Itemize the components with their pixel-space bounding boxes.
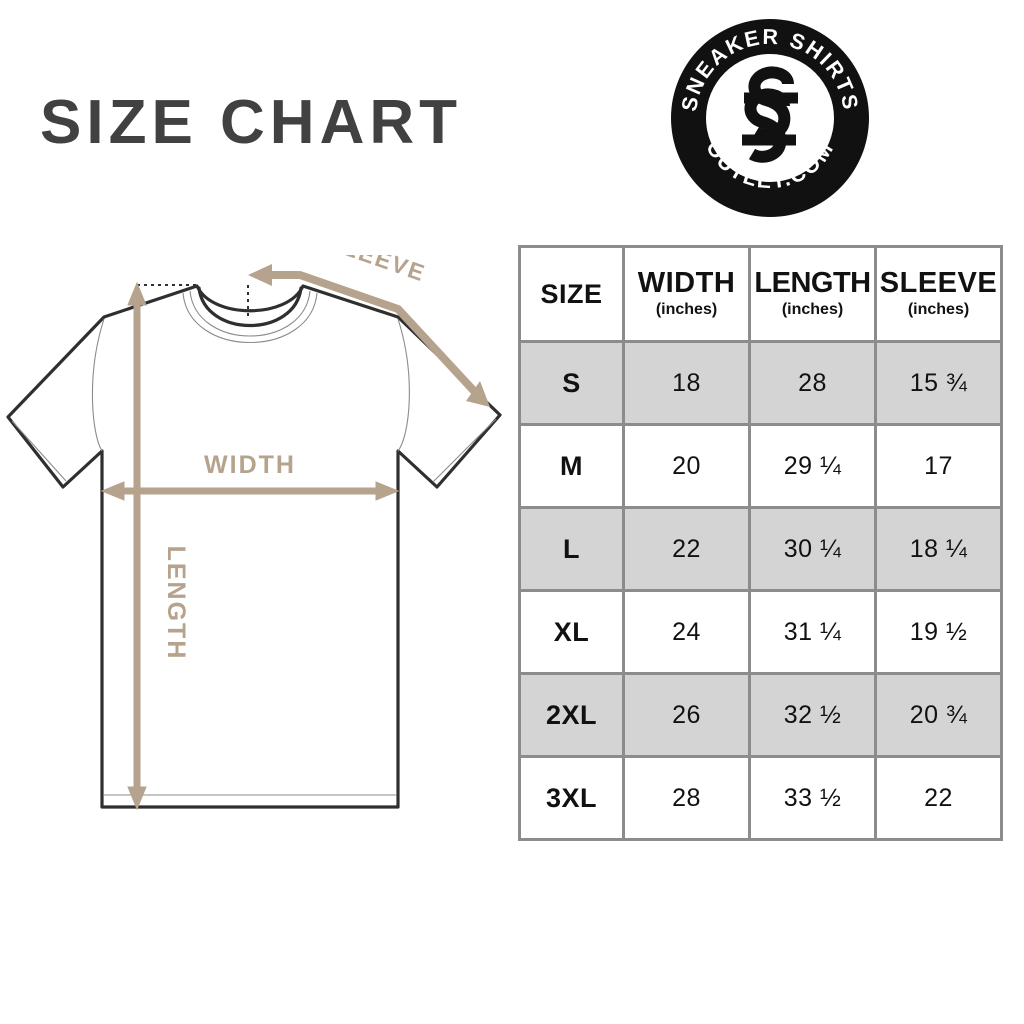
cell-sleeve: 19 ½ [874, 589, 1003, 675]
size-chart-table-container: SIZE WIDTH (inches) LENGTH (inches) SLEE… [518, 245, 1003, 841]
sneaker-shirts-outlet-logo: SNEAKER SHIRTS OUTLET.COM [666, 14, 874, 222]
shirt-collar-seam [182, 292, 318, 344]
column-header-width-unit: (inches) [655, 300, 718, 318]
width-label: WIDTH [204, 451, 296, 479]
tshirt-measurement-diagram: WIDTH LENGTH SLEEVE [0, 228, 520, 835]
table-row: M 20 29 ¼ 17 [518, 423, 1003, 509]
cell-sleeve: 18 ¼ [874, 506, 1003, 592]
table-row: L 22 30 ¼ 18 ¼ [518, 506, 1003, 592]
cell-size: S [518, 340, 625, 426]
cell-size: 2XL [518, 672, 625, 758]
table-header-row: SIZE WIDTH (inches) LENGTH (inches) SLEE… [518, 245, 1003, 343]
length-label: LENGTH [162, 546, 190, 661]
column-header-sleeve-unit: (inches) [907, 300, 970, 318]
shirt-collar-outer [189, 290, 311, 337]
cell-sleeve: 17 [874, 423, 1003, 509]
column-header-length-unit: (inches) [781, 300, 844, 318]
table-row: 2XL 26 32 ½ 20 ¾ [518, 672, 1003, 758]
shirt-sleeve-seam-right [397, 318, 410, 452]
shirt-collar-inner [197, 286, 303, 328]
shirt-sleeve-seam-left [91, 318, 105, 452]
sleeve-measure-arrow [268, 271, 477, 394]
size-chart-table: SIZE WIDTH (inches) LENGTH (inches) SLEE… [518, 245, 1003, 841]
cell-size: L [518, 506, 625, 592]
cell-length: 28 [748, 340, 877, 426]
cell-size: M [518, 423, 625, 509]
cell-sleeve: 15 ¾ [874, 340, 1003, 426]
shirt-outline [6, 284, 502, 809]
table-row: S 18 28 15 ¾ [518, 340, 1003, 426]
column-header-sleeve-label: SLEEVE [879, 267, 998, 300]
column-header-sleeve: SLEEVE (inches) [874, 245, 1003, 343]
width-measure-arrow [100, 481, 400, 501]
cell-size: 3XL [518, 755, 625, 841]
cell-sleeve: 20 ¾ [874, 672, 1003, 758]
cell-width: 26 [622, 672, 751, 758]
cell-width: 22 [622, 506, 751, 592]
column-header-length-label: LENGTH [754, 267, 871, 300]
table-body: S 18 28 15 ¾ M 20 29 ¼ 17 L 22 30 ¼ 18 ¼… [518, 340, 1003, 841]
table-header: SIZE WIDTH (inches) LENGTH (inches) SLEE… [518, 245, 1003, 343]
logo-ss-monogram [742, 66, 798, 163]
cell-length: 33 ½ [748, 755, 877, 841]
sleeve-arrow-heads [248, 264, 490, 407]
table-row: 3XL 28 33 ½ 22 [518, 755, 1003, 841]
column-header-width-label: WIDTH [637, 267, 736, 300]
shirt-cuff-right [432, 418, 497, 483]
length-measure-arrow [127, 281, 147, 811]
cell-size: XL [518, 589, 625, 675]
column-header-size-label: SIZE [540, 278, 603, 309]
sleeve-label: SLEEVE [324, 255, 430, 286]
column-header-width: WIDTH (inches) [622, 245, 751, 343]
shirt-cuff-left [11, 420, 67, 482]
cell-length: 32 ½ [748, 672, 877, 758]
cell-sleeve: 22 [874, 755, 1003, 841]
cell-width: 28 [622, 755, 751, 841]
column-header-size: SIZE [518, 245, 625, 343]
cell-length: 30 ¼ [748, 506, 877, 592]
logo-inner-disc [706, 54, 834, 182]
page-title: SIZE CHART [40, 88, 462, 157]
column-header-length: LENGTH (inches) [748, 245, 877, 343]
cell-width: 24 [622, 589, 751, 675]
logo-inner-ring [702, 50, 838, 186]
cell-width: 18 [622, 340, 751, 426]
table-row: XL 24 31 ¼ 19 ½ [518, 589, 1003, 675]
cell-length: 31 ¼ [748, 589, 877, 675]
cell-width: 20 [622, 423, 751, 509]
cell-length: 29 ¼ [748, 423, 877, 509]
